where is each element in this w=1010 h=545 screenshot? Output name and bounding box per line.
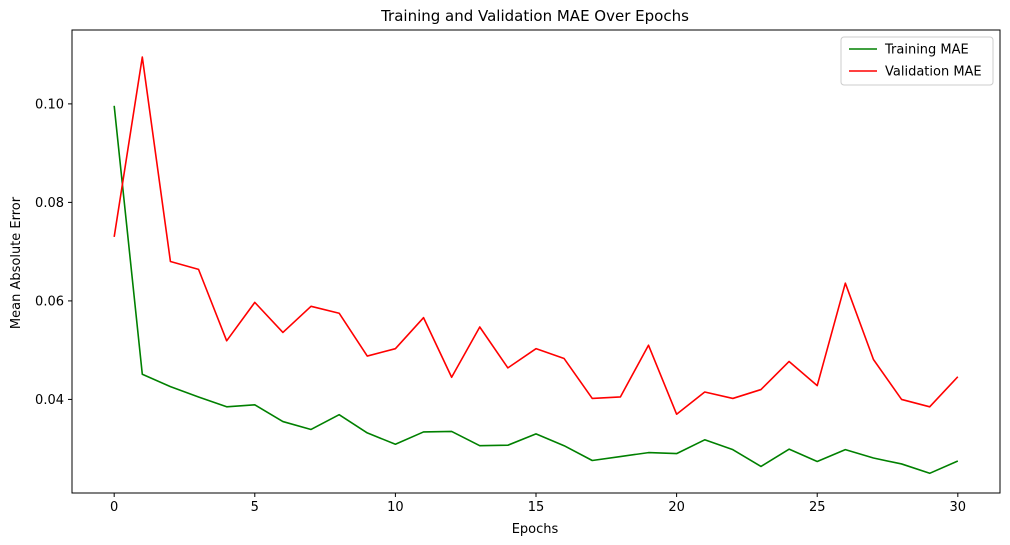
data-point: [675, 413, 677, 415]
data-point: [844, 282, 846, 284]
legend-label: Validation MAE: [885, 65, 982, 80]
data-point: [732, 397, 734, 399]
x-tick-label: 25: [809, 500, 826, 515]
legend-box: [840, 36, 994, 86]
data-point: [957, 376, 959, 378]
data-point: [788, 360, 790, 362]
y-tick-label: 0.04: [35, 393, 64, 408]
data-point: [450, 430, 452, 432]
data-point: [619, 455, 621, 457]
data-point: [141, 373, 143, 375]
data-point: [844, 448, 846, 450]
data-point: [394, 443, 396, 445]
data-point: [535, 433, 537, 435]
data-point: [957, 460, 959, 462]
data-point: [788, 448, 790, 450]
data-point: [760, 388, 762, 390]
data-point: [900, 463, 902, 465]
data-point: [675, 452, 677, 454]
data-point: [928, 472, 930, 474]
data-point: [704, 391, 706, 393]
data-point: [113, 105, 115, 107]
data-point: [732, 448, 734, 450]
y-axis-label: Mean Absolute Error: [9, 196, 24, 329]
x-tick-label: 0: [110, 500, 118, 515]
data-point: [479, 445, 481, 447]
data-point: [225, 340, 227, 342]
data-point: [900, 398, 902, 400]
y-tick-label: 0.08: [35, 196, 64, 211]
data-point: [254, 301, 256, 303]
data-point: [141, 56, 143, 58]
data-point: [338, 312, 340, 314]
data-point: [563, 445, 565, 447]
x-tick-label: 20: [668, 500, 685, 515]
data-point: [619, 396, 621, 398]
data-point: [816, 384, 818, 386]
y-tick-label: 0.10: [35, 97, 64, 112]
data-point: [254, 404, 256, 406]
data-point: [760, 465, 762, 467]
data-point: [507, 444, 509, 446]
legend-label: Training MAE: [884, 43, 969, 58]
x-axis-label: Epochs: [512, 522, 559, 537]
chart-title: Training and Validation MAE Over Epochs: [380, 7, 689, 25]
data-point: [591, 397, 593, 399]
y-tick-label: 0.06: [35, 294, 64, 309]
data-point: [394, 347, 396, 349]
data-point: [647, 451, 649, 453]
data-point: [479, 326, 481, 328]
x-tick-label: 10: [387, 500, 404, 515]
data-point: [450, 376, 452, 378]
data-point: [872, 358, 874, 360]
data-point: [535, 347, 537, 349]
data-point: [225, 406, 227, 408]
data-point: [366, 432, 368, 434]
data-point: [197, 396, 199, 398]
data-point: [310, 305, 312, 307]
data-point: [422, 316, 424, 318]
x-tick-label: 5: [251, 500, 259, 515]
plot-area: 0 5 10 15 20 25 30 0.04 0.06 0.08 0.10: [35, 29, 1001, 515]
data-point: [704, 439, 706, 441]
data-point: [872, 457, 874, 459]
data-point: [169, 385, 171, 387]
data-point: [310, 428, 312, 430]
data-point: [282, 420, 284, 422]
plot-frame: [71, 29, 1001, 494]
x-tick-label: 15: [528, 500, 545, 515]
x-tick-label: 30: [950, 500, 967, 515]
series-line-training-mae: [113, 105, 959, 475]
data-point: [647, 344, 649, 346]
data-point: [366, 355, 368, 357]
data-point: [816, 460, 818, 462]
series-line-validation-mae: [113, 56, 959, 415]
data-point: [338, 413, 340, 415]
data-point: [113, 236, 115, 238]
data-point: [563, 357, 565, 359]
data-point: [591, 459, 593, 461]
data-point: [422, 431, 424, 433]
legend: Training MAE Validation MAE: [840, 36, 994, 86]
data-point: [282, 331, 284, 333]
data-point: [507, 367, 509, 369]
data-point: [197, 268, 199, 270]
data-point: [928, 406, 930, 408]
data-point: [169, 260, 171, 262]
